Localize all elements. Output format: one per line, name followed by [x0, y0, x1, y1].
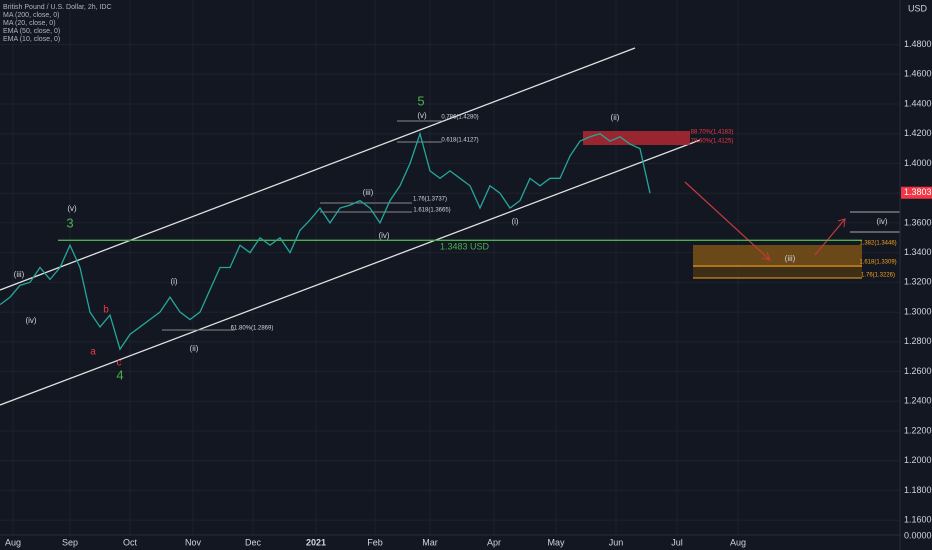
legend-entry: MA (200, close, 0): [3, 12, 59, 19]
wave-label: (iii): [363, 188, 374, 197]
wave-label: 61.80%(1.2869): [231, 326, 274, 332]
wave-label: 5: [417, 93, 424, 108]
x-tick-label: Dec: [245, 537, 262, 547]
y-tick-label: 1.3600: [904, 217, 932, 227]
wave-label: (ii): [190, 344, 199, 353]
x-tick-label: Oct: [123, 537, 138, 547]
wave-label: 0.786(1.4280): [441, 115, 478, 121]
y-tick-label: 1.2200: [904, 425, 932, 435]
wave-label: 3: [66, 215, 73, 230]
y-tick-label: 1.1600: [904, 515, 932, 525]
x-tick-label: 2021: [306, 537, 326, 547]
arrow-up: [814, 218, 846, 256]
wave-label: (iv): [25, 316, 36, 325]
x-tick-label: Mar: [422, 537, 438, 547]
y-tick-label: 1.3400: [904, 247, 932, 257]
currency: USD: [908, 3, 928, 13]
wave-label: (iii): [14, 270, 25, 279]
y-tick-label: 0.0000: [904, 530, 932, 540]
y-tick-label: 1.3200: [904, 277, 932, 287]
x-tick-label: Aug: [730, 537, 746, 547]
y-tick-label: 1.1800: [904, 485, 932, 495]
y-tick-label: 1.2600: [904, 366, 932, 376]
wave-label: (iv): [876, 217, 887, 226]
y-tick-label: 1.2000: [904, 455, 932, 465]
support-label: 1.3483 USD: [440, 242, 490, 252]
resistance-zone: [583, 131, 690, 145]
wave-label: 1.382(1.3446): [859, 241, 896, 247]
price-line: [0, 131, 651, 351]
wave-label: 1.76(1.3226): [861, 273, 895, 279]
y-tick-label: 1.4200: [904, 128, 932, 138]
wave-label: 0.618(1.4127): [441, 138, 478, 144]
wave-label: 1.618(1.3665): [413, 208, 450, 214]
wave-label: (ii): [611, 113, 620, 122]
wave-label: a: [90, 347, 96, 358]
y-tick-label: 1.4400: [904, 98, 932, 108]
x-tick-label: Apr: [487, 537, 501, 547]
legend-entry: MA (20, close, 0): [3, 20, 56, 27]
x-tick-label: Sep: [62, 537, 78, 547]
wave-label: (v): [417, 111, 427, 120]
wave-label: (i): [170, 277, 177, 286]
wave-label: (i): [511, 217, 518, 226]
y-tick-label: 1.4600: [904, 69, 932, 79]
x-tick-label: Jul: [671, 537, 683, 547]
x-tick-label: Feb: [367, 537, 383, 547]
wave-label: (iii): [785, 254, 796, 263]
wave-label: b: [103, 305, 109, 316]
arrow-down: [684, 181, 771, 261]
y-tick-label: 1.4000: [904, 158, 932, 168]
wave-label: 4: [116, 367, 123, 382]
target-zone: [693, 245, 862, 267]
legend-entry: British Pound / U.S. Dollar, 2h, IDC: [3, 4, 112, 11]
channel-upper: [0, 47, 636, 291]
target-zone-lower: [693, 267, 862, 278]
y-tick-label: 1.2400: [904, 396, 932, 406]
arrow-head: [837, 218, 846, 228]
legend-entry: EMA (50, close, 0): [3, 28, 60, 35]
wave-label: 1.76(1.3737): [413, 197, 447, 203]
arrow-head: [761, 251, 771, 261]
x-tick-label: May: [547, 537, 565, 547]
y-tick-label: 1.3000: [904, 306, 932, 316]
y-tick-label: 1.2800: [904, 336, 932, 346]
wave-label: 88.70%(1.4183): [691, 130, 734, 136]
x-tick-label: Nov: [185, 537, 202, 547]
legend-entry: EMA (10, close, 0): [3, 36, 60, 43]
x-tick-label: Jun: [609, 537, 624, 547]
grid: [0, 0, 900, 535]
wave-label: (v): [67, 204, 77, 213]
price-tag-label: 1.3803: [904, 187, 932, 197]
wave-label: (iv): [378, 231, 389, 240]
price-tag: [901, 186, 932, 199]
x-tick-label: Aug: [5, 537, 21, 547]
wave-label: 78.60%(1.4125): [691, 139, 734, 145]
wave-label: c: [117, 358, 122, 369]
y-tick-label: 1.4800: [904, 39, 932, 49]
wave-label: 1.618(1.3309): [859, 260, 896, 266]
channel-lower: [0, 139, 701, 406]
